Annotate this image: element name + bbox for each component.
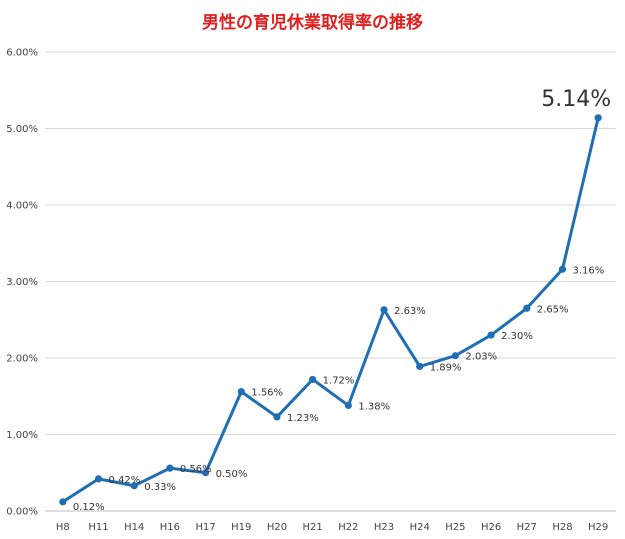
x-tick-label: H26 (481, 522, 501, 533)
y-tick-label: 0.00% (6, 507, 38, 518)
y-tick-label: 4.00% (6, 201, 38, 212)
data-label: 0.56% (180, 464, 212, 475)
x-tick-label: H24 (410, 522, 430, 533)
x-tick-label: H11 (88, 522, 108, 533)
data-point (59, 498, 67, 506)
series-line (61, 116, 600, 504)
x-tick-label: H29 (588, 522, 608, 533)
data-point (523, 304, 531, 312)
data-label: 3.16% (572, 265, 604, 276)
data-label: 0.33% (144, 482, 176, 493)
x-tick-label: H22 (338, 522, 358, 533)
x-tick-label: H19 (231, 522, 251, 533)
data-point (344, 401, 352, 410)
x-tick-label: H8 (56, 522, 70, 533)
x-tick-label: H14 (124, 522, 144, 533)
x-tick-label: H21 (303, 522, 323, 533)
y-tick-label: 2.00% (6, 354, 38, 365)
data-point (487, 331, 495, 339)
x-tick-label: H23 (374, 522, 394, 533)
x-tick-label: H27 (517, 522, 537, 533)
data-point (130, 482, 138, 490)
data-point (594, 114, 602, 122)
data-label: 0.42% (109, 475, 141, 486)
data-label: 2.03% (465, 352, 497, 363)
data-label: 1.23% (287, 413, 319, 424)
data-point (237, 388, 245, 396)
chart-title: 男性の育児休業取得率の推移 (202, 13, 423, 33)
data-point (451, 352, 460, 360)
data-point (416, 362, 424, 371)
y-tick-label: 1.00% (6, 430, 38, 441)
x-tick-label: H16 (160, 522, 180, 533)
x-tick-label: H25 (445, 522, 465, 533)
data-label: 5.14% (541, 87, 611, 112)
data-point (166, 464, 174, 472)
data-label: 1.89% (430, 362, 462, 373)
data-point (309, 375, 317, 384)
y-tick-label: 5.00% (6, 124, 38, 135)
data-label: 2.65% (537, 304, 569, 315)
x-tick-label: H28 (552, 522, 572, 533)
data-point (201, 469, 210, 477)
data-label: 0.50% (216, 469, 248, 480)
x-tick-label: H20 (267, 522, 287, 533)
data-label: 1.72% (323, 375, 355, 386)
data-point (380, 306, 388, 314)
y-tick-label: 3.00% (6, 277, 38, 288)
data-label: 2.63% (394, 306, 426, 317)
data-label: 2.30% (501, 331, 533, 342)
y-tick-label: 6.00% (6, 48, 38, 59)
x-tick-label: H17 (195, 522, 215, 533)
data-point (94, 475, 103, 483)
data-label: 0.12% (73, 502, 105, 513)
data-point (273, 413, 281, 421)
data-point (558, 265, 567, 273)
data-label: 1.38% (358, 401, 390, 412)
data-label: 1.56% (251, 388, 283, 399)
